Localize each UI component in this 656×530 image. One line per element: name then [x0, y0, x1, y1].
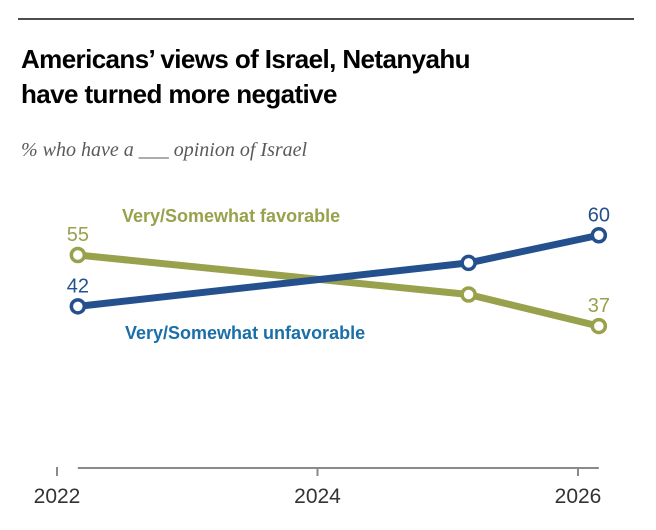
- unfavorable-data-point: [590, 227, 608, 244]
- x-axis-year-label: 2026: [555, 485, 602, 508]
- unfavorable-data-point: [460, 254, 477, 272]
- x-axis-year-label: 2022: [34, 485, 81, 508]
- legend-favorable-label: Very/Somewhat favorable: [122, 206, 341, 226]
- unfavorable-line: [74, 231, 603, 310]
- page-title: Americans’ views of Israel, Netanyahu ha…: [21, 42, 471, 112]
- chart-canvas: 2022 2024 2026 55 37 42 60: [34, 204, 610, 508]
- favorable-value-label: 55: [67, 224, 89, 246]
- page-title-line-2: have turned more negative: [21, 79, 337, 109]
- unfavorable-value-label: 42: [67, 275, 89, 297]
- top-rule: [18, 18, 634, 20]
- favorable-data-point: [460, 286, 477, 303]
- x-axis-year-label: 2024: [294, 485, 341, 508]
- favorable-value-label: 37: [588, 295, 610, 317]
- unfavorable-data-point: [69, 298, 87, 315]
- unfavorable-value-label: 60: [588, 204, 610, 226]
- page-title-line-1: Americans’ views of Israel, Netanyahu: [21, 44, 471, 74]
- favorable-line: [74, 251, 603, 330]
- legend-unfavorable-label: Very/Somewhat unfavorable: [125, 323, 366, 343]
- chart-subtitle: % who have a ___ opinion of Israel: [21, 139, 308, 161]
- favorable-data-point: [69, 246, 87, 264]
- favorable-data-point: [590, 317, 608, 335]
